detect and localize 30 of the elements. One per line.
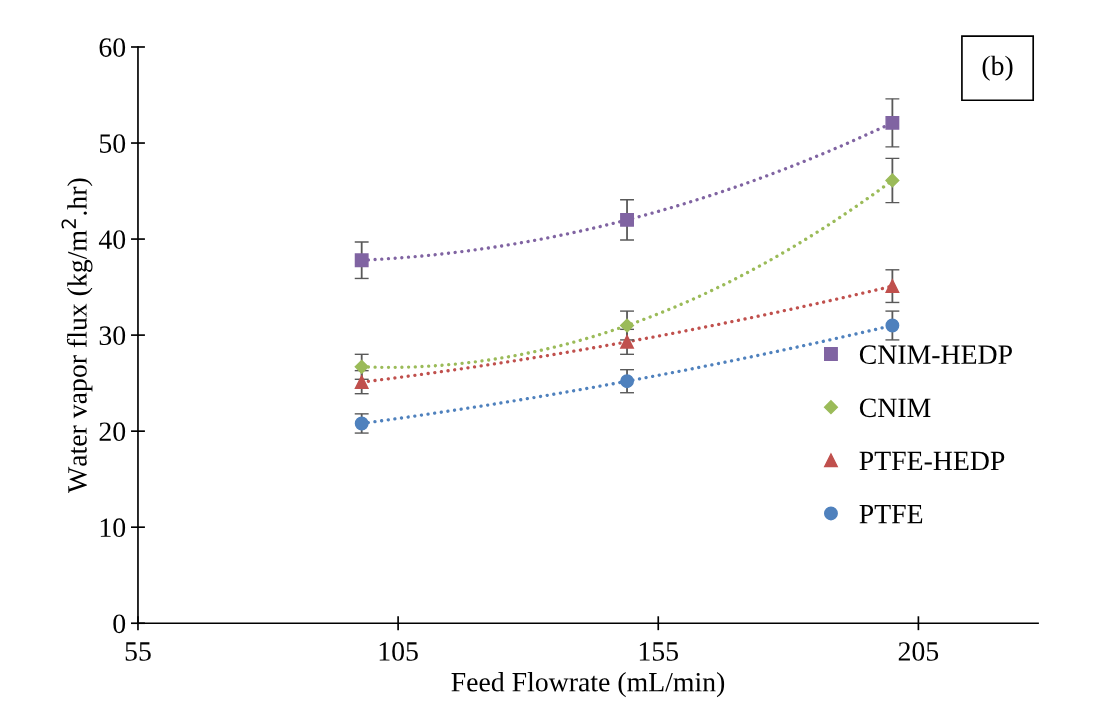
point — [354, 375, 369, 390]
point — [620, 374, 634, 389]
point — [354, 253, 369, 268]
x-tick-label: 55 — [125, 642, 151, 661]
legend-label: PTFE-HEDP — [859, 451, 1005, 471]
x-axis-title: Feed Flowrate (mL/min) — [451, 672, 725, 698]
legend-label: CNIM — [859, 398, 931, 418]
y-tick-label: 10 — [100, 518, 126, 538]
x-tick-label: 155 — [639, 642, 678, 661]
y-tick-label: 50 — [100, 134, 126, 153]
y-tick-label: 0 — [113, 614, 126, 634]
point — [354, 359, 369, 374]
y-tick-label: 30 — [99, 326, 126, 346]
x-tick-label: 205 — [898, 642, 939, 661]
point — [619, 318, 635, 333]
point — [885, 173, 900, 188]
y-axis-title: Water vapor flux (kg/m$^{2}$.hr) — [61, 178, 93, 493]
point — [620, 334, 634, 349]
legend-label: PTFE — [859, 504, 923, 524]
point — [354, 416, 369, 431]
y-tick-label: 20 — [99, 422, 126, 442]
annotation: (b) — [982, 55, 1013, 81]
legend-label: CNIM-HEDP — [859, 345, 1012, 365]
y-tick-label: 60 — [99, 38, 126, 57]
y-tick-label: 40 — [98, 230, 126, 249]
x-tick-label: 105 — [379, 642, 418, 661]
point — [885, 318, 900, 333]
point — [885, 115, 900, 130]
point — [885, 279, 900, 294]
point — [620, 212, 634, 227]
